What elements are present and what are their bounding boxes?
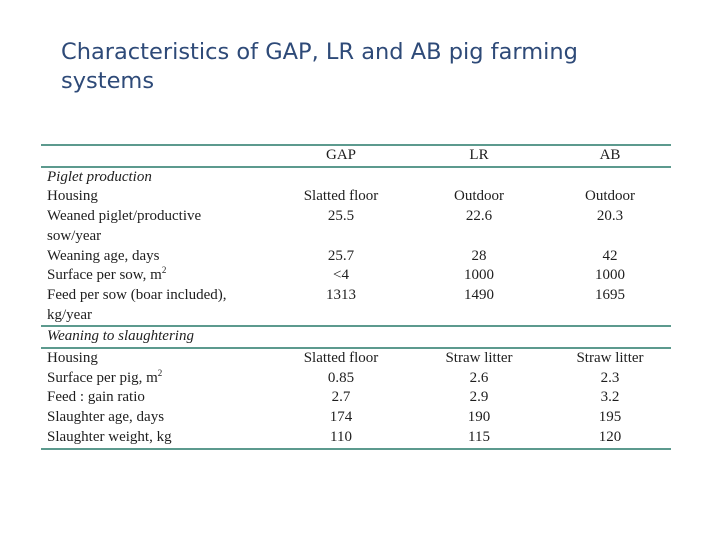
cell-ab: Outdoor bbox=[585, 188, 635, 205]
header-gap: GAP bbox=[325, 147, 356, 163]
row-label: Surface per sow, m bbox=[47, 267, 162, 284]
cell-lr: 190 bbox=[467, 409, 491, 426]
header-empty bbox=[41, 145, 273, 167]
cell-gap: 25.5 bbox=[327, 208, 355, 225]
table-row: Weaned piglet/productive 25.5 22.6 20.3 bbox=[41, 207, 671, 227]
cell-ab bbox=[549, 227, 671, 247]
characteristics-table: GAP LR AB Piglet production Housing Slat… bbox=[41, 144, 671, 450]
row-label-cell: Surface per pig, m2 bbox=[41, 367, 273, 389]
table-row: Weaning age, days 25.7 28 42 bbox=[41, 247, 671, 267]
cell-lr: Straw litter bbox=[445, 350, 513, 367]
cell-ab: 195 bbox=[598, 409, 622, 426]
cell-lr: 2.6 bbox=[469, 369, 489, 386]
cell-lr: Outdoor bbox=[454, 188, 504, 205]
table-row: Surface per pig, m2 0.85 2.6 2.3 bbox=[41, 367, 671, 389]
table-row: sow/year bbox=[41, 227, 671, 247]
cell-ab: 42 bbox=[602, 247, 618, 264]
table-row: Housing Slatted floor Straw litter Straw… bbox=[41, 348, 671, 369]
cell-gap: 174 bbox=[329, 409, 353, 426]
cell-lr: 1000 bbox=[464, 267, 494, 284]
cell-gap: 25.7 bbox=[327, 247, 355, 264]
table-header: GAP LR AB bbox=[41, 145, 671, 167]
table-row: Feed : gain ratio 2.7 2.9 3.2 bbox=[41, 388, 671, 408]
row-label: Slaughter age, days bbox=[47, 409, 165, 426]
table-header-row: GAP LR AB bbox=[41, 145, 671, 167]
cell-lr: 115 bbox=[468, 428, 490, 445]
section-header-weaning-to-slaughtering: Weaning to slaughtering bbox=[41, 326, 671, 349]
unit-superscript: 2 bbox=[157, 367, 163, 378]
header-lr: LR bbox=[469, 147, 489, 163]
table-row: Feed per sow (boar included), 1313 1490 … bbox=[41, 286, 671, 306]
row-label: Slaughter weight, kg bbox=[47, 428, 172, 445]
table-row: kg/year bbox=[41, 306, 671, 327]
row-label: Surface per pig, m bbox=[47, 369, 158, 386]
cell-gap: 2.7 bbox=[331, 389, 351, 406]
cell-ab: Straw litter bbox=[576, 350, 644, 367]
cell-gap: <4 bbox=[333, 267, 349, 284]
table-row: Slaughter age, days 174 190 195 bbox=[41, 408, 671, 428]
slide-title: Characteristics of GAP, LR and AB pig fa… bbox=[61, 39, 578, 94]
section-title: Weaning to slaughtering bbox=[47, 328, 194, 345]
cell-lr: 2.9 bbox=[469, 389, 489, 406]
header-ab: AB bbox=[599, 147, 621, 163]
row-label-cell: Surface per sow, m2 bbox=[41, 266, 273, 286]
row-label: sow/year bbox=[47, 227, 102, 244]
cell-ab bbox=[549, 306, 671, 327]
cell-ab: 1000 bbox=[595, 267, 625, 284]
row-label: kg/year bbox=[47, 306, 92, 323]
cell-lr: 28 bbox=[471, 247, 487, 264]
cell-gap: Slatted floor bbox=[303, 188, 379, 205]
cell-gap: Slatted floor bbox=[303, 350, 379, 367]
row-label: Housing bbox=[47, 350, 98, 367]
section-title: Piglet production bbox=[47, 168, 152, 185]
cell-gap: 0.85 bbox=[327, 369, 355, 386]
cell-gap: 110 bbox=[330, 428, 352, 445]
cell-gap: 1313 bbox=[326, 286, 356, 303]
row-label: Feed per sow (boar included), bbox=[47, 286, 227, 303]
cell-gap bbox=[273, 227, 409, 247]
row-label: Housing bbox=[47, 188, 98, 205]
table-row: Surface per sow, m2 <4 1000 1000 bbox=[41, 266, 671, 286]
table-body: Piglet production Housing Slatted floor … bbox=[41, 167, 671, 449]
cell-gap bbox=[273, 306, 409, 327]
unit-superscript: 2 bbox=[161, 265, 167, 276]
table-row: Slaughter weight, kg 110 115 120 bbox=[41, 428, 671, 449]
cell-lr: 22.6 bbox=[465, 208, 493, 225]
row-label: Weaned piglet/productive bbox=[47, 208, 202, 225]
cell-ab: 1695 bbox=[595, 286, 625, 303]
cell-lr bbox=[409, 306, 549, 327]
section-header-piglet-production: Piglet production bbox=[41, 167, 671, 188]
cell-ab: 20.3 bbox=[596, 208, 624, 225]
characteristics-table-container: GAP LR AB Piglet production Housing Slat… bbox=[41, 144, 671, 450]
cell-ab: 3.2 bbox=[600, 389, 620, 406]
row-label: Weaning age, days bbox=[47, 247, 160, 264]
cell-ab: 2.3 bbox=[600, 369, 620, 386]
cell-lr: 1490 bbox=[464, 286, 494, 303]
cell-ab: 120 bbox=[598, 428, 622, 445]
cell-lr bbox=[409, 227, 549, 247]
row-label: Feed : gain ratio bbox=[47, 389, 145, 406]
table-row: Housing Slatted floor Outdoor Outdoor bbox=[41, 187, 671, 207]
